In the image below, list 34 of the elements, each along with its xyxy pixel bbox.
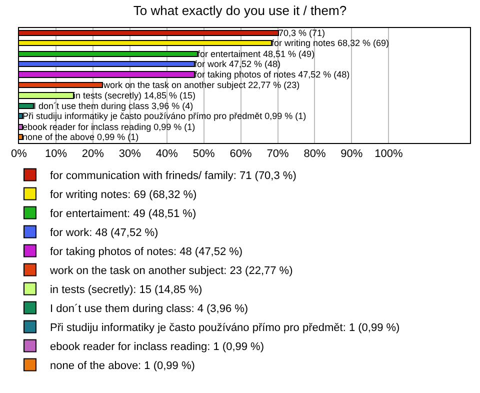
legend-label: in tests (secretly): 15 (14,85 %)	[50, 284, 202, 296]
legend-label: for work: 48 (47,52 %)	[50, 227, 158, 240]
x-tick-label: 20%	[82, 148, 104, 160]
data-label: for entertaiment 48,51 % (49)	[198, 49, 315, 59]
data-label: for writing notes 68,32 % (69)	[272, 38, 390, 48]
legend-label: for communication with frineds/ family: 71 (70,3 %)	[50, 170, 296, 182]
data-label: I don´t use them during class 3,96 % (4)	[34, 101, 194, 111]
x-tick-label: 100%	[374, 148, 403, 160]
x-tick-label: 40%	[156, 148, 178, 160]
data-label: 70,3 % (71)	[278, 28, 326, 38]
legend-label: Při studiju informatiky je často používáno přímo pro předmět: 1 (0,99 %)	[50, 322, 400, 334]
legend-label: for taking photos of notes: 48 (47,52 %)	[50, 246, 243, 258]
data-label: in tests (secretly) 14,85 % (15)	[74, 90, 196, 100]
x-tick-label: 0%	[11, 148, 28, 160]
data-label: work on the task on another subject 22,77 % (23)	[102, 80, 300, 90]
x-tick-label: 30%	[118, 148, 142, 160]
x-tick-label: 60%	[230, 148, 252, 160]
legend-label: I don´t use them during class: 4 (3,96 %)	[50, 303, 248, 316]
x-tick-label: 80%	[304, 148, 326, 160]
legend-label: for entertaiment: 49 (48,51 %)	[50, 208, 196, 220]
data-label: for work 47,52 % (48)	[194, 59, 281, 69]
data-label: Při studiju informatiky je často používáno přímo pro předmět 0,99 % (1)	[22, 111, 306, 121]
x-tick-label: 70%	[266, 148, 289, 160]
data-label: none of the above 0,99 % (1)	[22, 132, 139, 142]
legend-label: ebook reader for inclass reading: 1 (0,99 %)	[50, 341, 264, 354]
x-tick-label: 90%	[340, 148, 363, 160]
legend-label: for writing notes: 69 (68,32 %)	[50, 189, 197, 202]
chart-title: To what exactly do you use it / them?	[133, 2, 347, 18]
x-tick-label: 50%	[192, 148, 216, 160]
legend-label: none of the above: 1 (0,99 %)	[50, 360, 195, 372]
data-label: ebook reader for inclass reading 0,99 % (1)	[22, 122, 196, 132]
legend-label: work on the task on another subject: 23 (22,77 %)	[48, 265, 293, 278]
x-tick-label: 10%	[44, 148, 68, 160]
data-label: for taking photos of notes 47,52 % (48)	[194, 70, 350, 80]
